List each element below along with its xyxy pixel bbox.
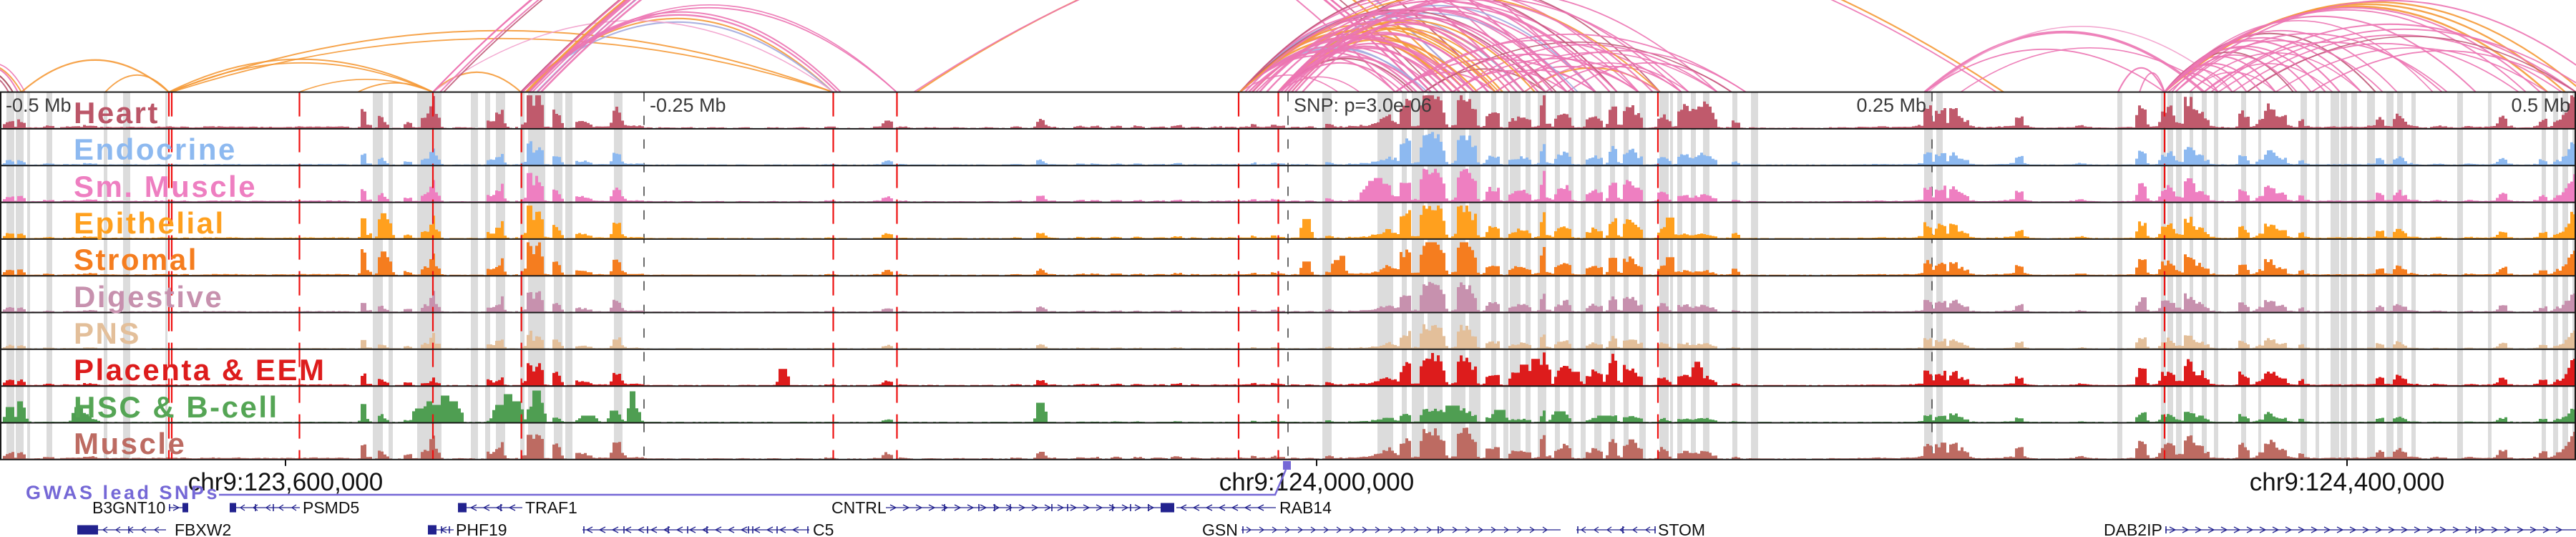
svg-text:Muscle: Muscle [74, 427, 186, 460]
svg-text:B3GNT10: B3GNT10 [92, 498, 165, 517]
svg-text:SNP: p=3.0e-06: SNP: p=3.0e-06 [1294, 95, 1432, 116]
svg-text:TRAF1: TRAF1 [525, 498, 577, 517]
svg-text:Endocrine: Endocrine [74, 132, 237, 166]
svg-text:STOM: STOM [1658, 521, 1705, 537]
svg-text:chr9:124,400,000: chr9:124,400,000 [2250, 468, 2444, 496]
svg-text:FBXW2: FBXW2 [175, 521, 231, 537]
svg-text:-0.5 Mb: -0.5 Mb [6, 95, 72, 116]
svg-text:DAB2IP: DAB2IP [2104, 521, 2162, 537]
svg-text:PNS: PNS [74, 316, 141, 350]
svg-text:chr9:123,600,000: chr9:123,600,000 [188, 468, 383, 496]
svg-text:Epithelial: Epithelial [74, 206, 225, 240]
svg-text:Stromal: Stromal [74, 243, 198, 276]
svg-text:PHF19: PHF19 [456, 521, 507, 537]
svg-text:C5: C5 [813, 521, 834, 537]
svg-text:Sm. Muscle: Sm. Muscle [74, 170, 257, 203]
svg-text:CNTRL: CNTRL [831, 498, 887, 517]
svg-text:Heart: Heart [74, 96, 160, 130]
svg-text:Digestive: Digestive [74, 280, 223, 314]
svg-text:HSC & B-cell: HSC & B-cell [74, 390, 279, 424]
svg-text:RAB14: RAB14 [1279, 498, 1332, 517]
svg-text:0.5 Mb: 0.5 Mb [2511, 95, 2570, 116]
svg-text:-0.25 Mb: -0.25 Mb [650, 95, 726, 116]
svg-text:GSN: GSN [1202, 521, 1238, 537]
svg-text:0.25 Mb: 0.25 Mb [1856, 95, 1926, 116]
svg-text:PSMD5: PSMD5 [303, 498, 359, 517]
svg-text:GWAS lead SNPs: GWAS lead SNPs [26, 482, 220, 503]
svg-text:chr9:124,000,000: chr9:124,000,000 [1219, 468, 1414, 496]
svg-text:Placenta & EEM: Placenta & EEM [74, 353, 326, 387]
